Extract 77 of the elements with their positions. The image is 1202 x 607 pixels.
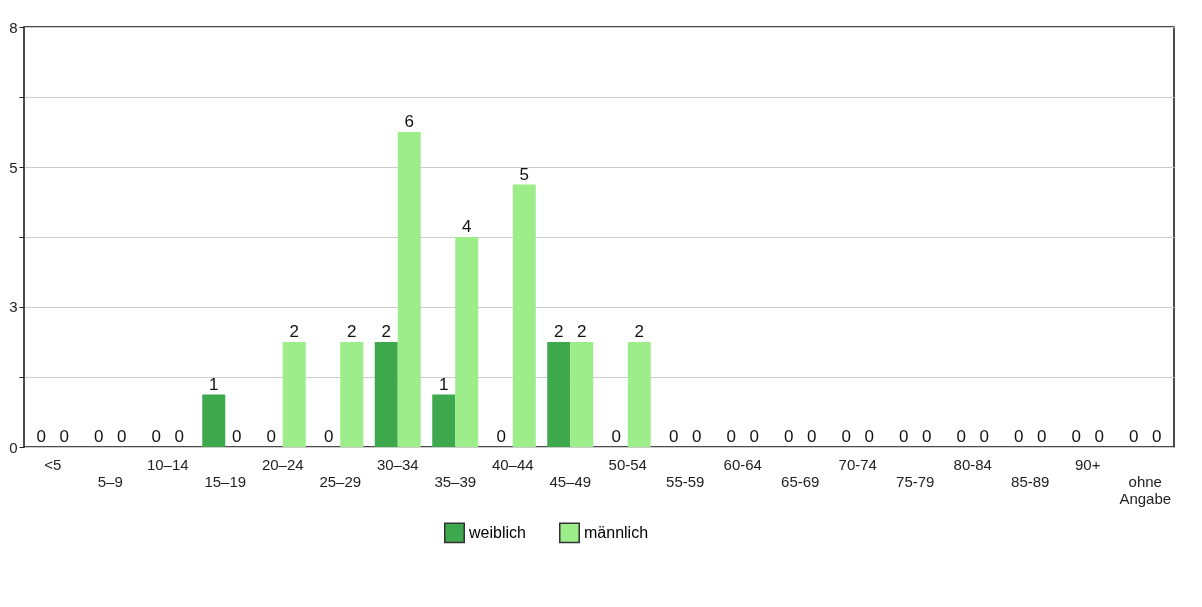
bar (627, 342, 651, 447)
data-label: 0 (324, 427, 334, 446)
x-tick-label: 25–29 (319, 472, 362, 490)
legend-label: weiblich (468, 523, 526, 541)
x-tick-label: 30–34 (376, 455, 419, 473)
x-tick-label: 80-84 (953, 455, 992, 473)
data-label: 4 (462, 217, 472, 236)
data-label: 0 (807, 427, 817, 446)
x-tick-label: 60-64 (723, 455, 762, 473)
data-label: 0 (1152, 427, 1162, 446)
bar (340, 342, 364, 447)
data-label: 0 (1014, 427, 1024, 446)
bar (397, 132, 421, 447)
x-tick-label: 15–19 (204, 472, 247, 490)
data-label: 0 (1037, 427, 1047, 446)
data-label: 0 (922, 427, 932, 446)
bar (202, 394, 226, 447)
bar (282, 342, 306, 447)
x-tick-label: 5–9 (97, 472, 123, 490)
x-tick-label: 40–44 (491, 455, 534, 473)
data-label: 0 (749, 427, 759, 446)
data-label: 0 (496, 427, 506, 446)
data-label: 2 (577, 322, 587, 341)
x-tick-label: ohne Angabe (1119, 472, 1172, 507)
data-label: 0 (1094, 427, 1104, 446)
x-tick-label: 90+ (1075, 455, 1101, 473)
data-label: 0 (726, 427, 736, 446)
bar (374, 342, 398, 447)
data-label: 0 (841, 427, 851, 446)
x-tick-label: 50-54 (608, 455, 647, 473)
bar (547, 342, 571, 447)
y-tick-label: 3 (9, 298, 18, 316)
bar (432, 394, 456, 447)
data-label: 0 (266, 427, 276, 446)
bar (455, 237, 479, 447)
data-label: 0 (784, 427, 794, 446)
data-label: 0 (899, 427, 909, 446)
data-label: 0 (669, 427, 679, 446)
y-tick-label: 0 (9, 438, 18, 456)
bar (512, 184, 536, 447)
data-label: 2 (347, 322, 357, 341)
data-label: 0 (1071, 427, 1081, 446)
data-label: 0 (979, 427, 989, 446)
data-label: 1 (209, 374, 219, 394)
data-label: 2 (289, 322, 299, 341)
data-label: 0 (232, 427, 242, 446)
x-tick-label: <5 (44, 455, 62, 473)
data-label: 0 (956, 427, 966, 446)
x-tick-label: 70-74 (838, 455, 877, 473)
y-tick-label: 5 (9, 158, 18, 176)
x-tick-label: 35–39 (434, 472, 477, 490)
data-label: 1 (439, 374, 449, 394)
data-label: 0 (117, 427, 127, 446)
x-tick-label: 55-59 (666, 472, 705, 490)
x-tick-label: 75-79 (896, 472, 935, 490)
data-label: 0 (864, 427, 874, 446)
legend-label: männlich (584, 523, 649, 541)
data-label: 0 (174, 427, 184, 446)
data-label: 0 (611, 427, 621, 446)
x-tick-label: 20–24 (261, 455, 304, 473)
data-label: 0 (94, 427, 104, 446)
bar (570, 342, 594, 447)
data-label: 0 (692, 427, 702, 446)
data-label: 0 (1129, 427, 1139, 446)
x-tick-label: 45–49 (549, 472, 592, 490)
x-tick-label: 85-89 (1011, 472, 1050, 490)
data-label: 2 (381, 322, 391, 341)
data-label: 0 (59, 427, 69, 446)
data-label: 2 (554, 322, 564, 341)
x-tick-label: 65-69 (781, 472, 820, 490)
y-tick-label: 8 (9, 18, 18, 36)
x-tick-label: 10–14 (146, 455, 189, 473)
data-label: 5 (519, 164, 529, 184)
data-label: 0 (151, 427, 161, 446)
data-label: 2 (634, 322, 644, 341)
data-label: 0 (36, 427, 46, 446)
data-label: 6 (404, 112, 414, 131)
